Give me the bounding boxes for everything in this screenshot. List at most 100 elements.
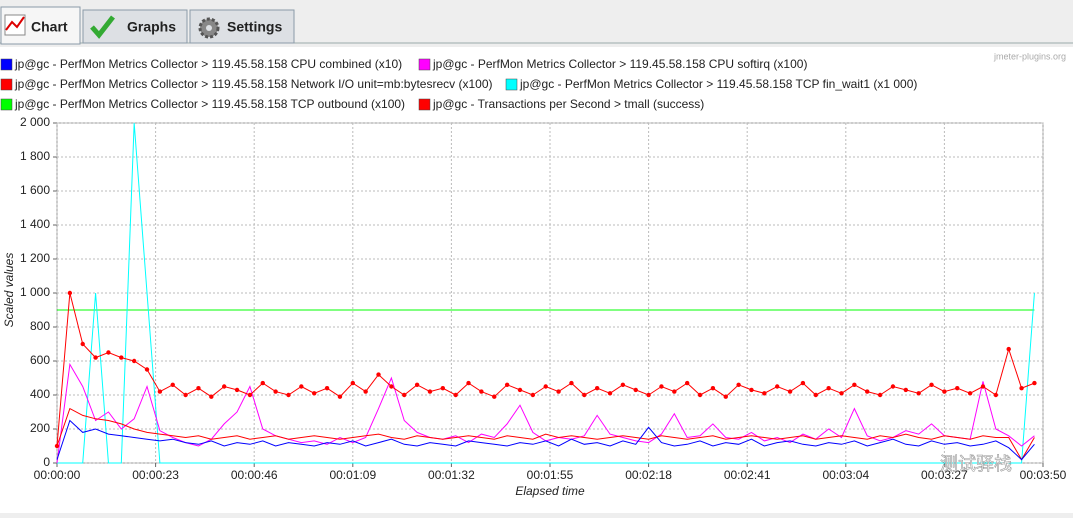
- data-point: [865, 389, 870, 394]
- legend-swatch: [418, 98, 431, 111]
- data-point: [1006, 346, 1011, 352]
- data-point: [942, 389, 947, 394]
- x-tick-label: 00:03:04: [822, 468, 869, 482]
- legend-label: jp@gc - PerfMon Metrics Collector > 119.…: [14, 57, 402, 71]
- data-point: [273, 389, 278, 394]
- x-tick-label: 00:00:46: [231, 468, 278, 482]
- data-point: [453, 392, 458, 398]
- data-point: [659, 384, 664, 389]
- tab-icon-line: [5, 16, 25, 31]
- tab-icon: [90, 15, 115, 39]
- y-tick-label: 600: [30, 353, 50, 367]
- data-point: [363, 389, 368, 394]
- data-point: [569, 380, 574, 386]
- data-point: [466, 380, 471, 386]
- data-point: [646, 392, 651, 398]
- tab-settings[interactable]: Settings: [189, 9, 295, 44]
- data-point: [993, 392, 999, 398]
- tab-label: Graphs: [127, 19, 176, 35]
- y-axis-title: Scaled values: [2, 253, 16, 328]
- data-point: [582, 392, 587, 398]
- legend-swatch: [505, 78, 518, 91]
- tab-label: Chart: [31, 19, 68, 35]
- tab-chart[interactable]: Chart: [0, 6, 81, 45]
- legend-swatch: [0, 78, 13, 91]
- y-tick-label: 1 800: [20, 149, 50, 163]
- data-point: [1032, 380, 1037, 386]
- data-point: [440, 386, 446, 391]
- data-point: [929, 382, 934, 387]
- legend-label: jp@gc - PerfMon Metrics Collector > 119.…: [14, 77, 493, 91]
- data-point: [762, 391, 767, 396]
- data-point: [620, 382, 626, 387]
- data-point: [299, 384, 304, 389]
- data-point: [710, 386, 716, 391]
- data-point: [775, 384, 780, 389]
- data-point: [736, 382, 741, 387]
- y-tick-label: 800: [30, 319, 50, 333]
- x-tick-label: 00:02:18: [625, 468, 672, 482]
- data-point: [350, 380, 355, 386]
- data-point: [980, 384, 986, 389]
- legend-entry: jp@gc - PerfMon Metrics Collector > 119.…: [0, 77, 493, 91]
- legend-entry: jp@gc - PerfMon Metrics Collector > 119.…: [418, 57, 807, 71]
- x-tick-label: 00:01:55: [527, 468, 574, 482]
- data-point: [556, 389, 561, 394]
- x-tick-label: 00:01:32: [428, 468, 475, 482]
- data-point: [170, 382, 175, 387]
- data-point: [54, 443, 60, 449]
- legend-label: jp@gc - PerfMon Metrics Collector > 119.…: [14, 97, 405, 111]
- y-tick-label: 2 000: [20, 115, 50, 129]
- data-point: [247, 392, 253, 398]
- data-point: [890, 384, 896, 389]
- y-tick-label: 1 400: [20, 217, 50, 231]
- data-point: [749, 387, 754, 393]
- x-tick-label: 00:00:00: [34, 468, 81, 482]
- y-tick-label: 1 000: [20, 285, 50, 299]
- tab-icon-hole: [206, 25, 212, 31]
- y-tick-label: 0: [43, 455, 50, 469]
- data-point: [697, 392, 703, 398]
- tab-graphs[interactable]: Graphs: [82, 9, 188, 44]
- data-point: [813, 392, 818, 398]
- legend-entry: jp@gc - PerfMon Metrics Collector > 119.…: [0, 97, 405, 111]
- tab-body: [82, 9, 188, 44]
- x-axis-title: Elapsed time: [515, 484, 585, 498]
- data-point: [479, 389, 484, 394]
- data-point: [517, 387, 523, 393]
- data-point: [1019, 386, 1024, 391]
- x-tick-label: 00:03:27: [921, 468, 968, 482]
- data-point: [839, 391, 844, 396]
- data-point: [119, 355, 124, 360]
- data-point: [157, 389, 163, 394]
- y-tick-label: 1 200: [20, 251, 50, 265]
- data-point: [402, 392, 407, 398]
- data-point: [106, 350, 111, 355]
- data-point: [93, 355, 98, 360]
- data-point: [530, 392, 536, 398]
- data-point: [196, 386, 201, 391]
- data-point: [209, 394, 214, 399]
- legend-swatch: [418, 58, 431, 71]
- series-line: [57, 122, 1035, 464]
- data-point: [916, 391, 921, 396]
- series-line: [56, 419, 1035, 461]
- data-point: [324, 386, 330, 391]
- data-point: [672, 389, 677, 394]
- data-point: [492, 394, 497, 399]
- plot: 0 200 400 600 800 1 000 1 200 1 400 1 600 1 800 2 …: [20, 115, 1067, 482]
- data-point: [337, 394, 343, 399]
- data-point: [376, 372, 381, 377]
- y-tick-label: 1 600: [20, 183, 50, 197]
- tab-label: Settings: [227, 19, 282, 35]
- credit: jmeter-plugins.org: [993, 51, 1066, 61]
- data-point: [67, 290, 73, 296]
- data-point: [607, 391, 613, 396]
- legend-swatch: [0, 98, 13, 111]
- data-point: [312, 391, 317, 396]
- data-point: [427, 389, 433, 394]
- legend-entry: jp@gc - PerfMon Metrics Collector > 119.…: [0, 57, 402, 71]
- data-point: [877, 392, 883, 398]
